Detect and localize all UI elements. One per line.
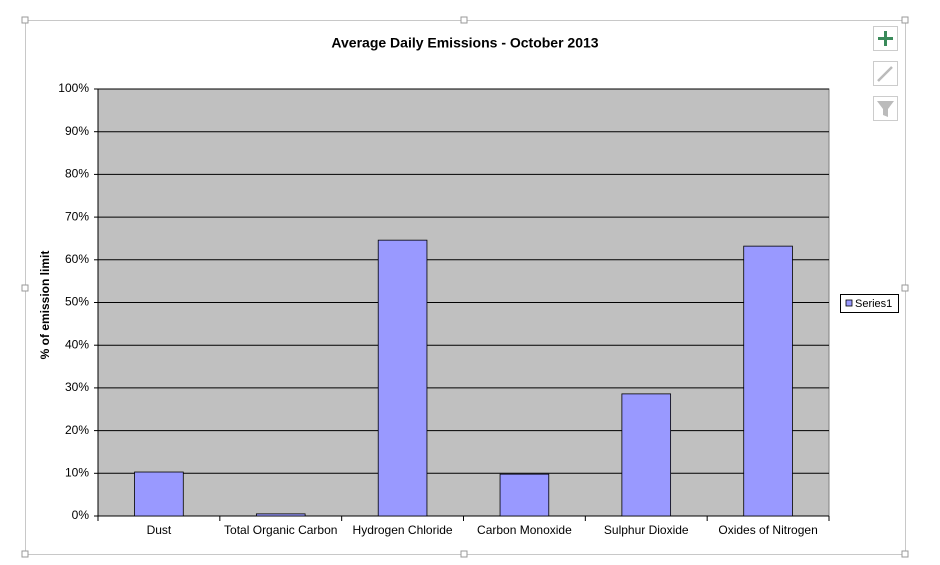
y-tick-label: 100% <box>58 81 89 95</box>
x-tick-label: Carbon Monoxide <box>477 523 572 537</box>
chart-title: Average Daily Emissions - October 2013 <box>331 35 598 51</box>
bar <box>621 393 672 517</box>
legend-box <box>840 294 899 313</box>
y-tick-label: 30% <box>65 380 89 394</box>
legend-swatch <box>845 299 853 307</box>
bar <box>377 239 428 517</box>
y-tick-label: 90% <box>65 124 89 138</box>
y-axis-title: % of emission limit <box>38 251 52 360</box>
x-tick-label: Oxides of Nitrogen <box>718 523 817 537</box>
bar <box>255 513 306 517</box>
y-tick-label: 50% <box>65 295 89 309</box>
bar <box>134 471 184 517</box>
y-tick-label: 20% <box>65 423 89 437</box>
bar <box>499 473 550 517</box>
x-tick-label: Sulphur Dioxide <box>604 523 689 537</box>
legend-label: Series1 <box>855 298 892 310</box>
chart-styles-button[interactable] <box>873 61 898 86</box>
x-tick-label: Hydrogen Chloride <box>353 523 453 537</box>
y-tick-label: 40% <box>65 337 89 351</box>
chart-elements-button[interactable] <box>873 26 898 51</box>
bar <box>743 245 793 517</box>
x-tick-label: Total Organic Carbon <box>224 523 337 537</box>
chart-filters-button[interactable] <box>873 96 898 121</box>
y-tick-label: 80% <box>65 167 89 181</box>
y-tick-label: 70% <box>65 209 89 223</box>
y-tick-label: 0% <box>72 508 90 522</box>
frame-handles <box>21 16 909 558</box>
y-tick-label: 60% <box>65 252 89 266</box>
y-tick-label: 10% <box>65 465 89 479</box>
x-tick-label: Dust <box>147 523 172 537</box>
